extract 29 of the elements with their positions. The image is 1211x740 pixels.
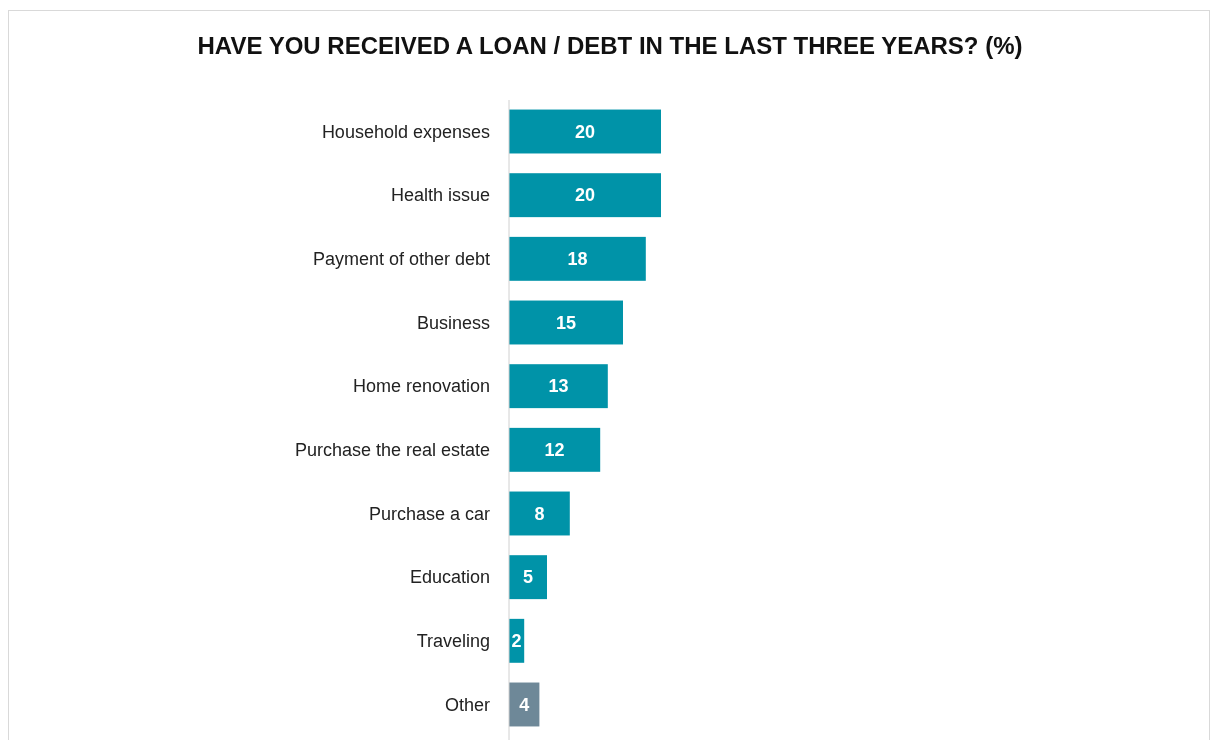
y-tick-label: Traveling (416, 631, 490, 652)
data-label: 15 (555, 312, 577, 333)
y-tick-label: Business (416, 312, 490, 333)
y-tick-label: Purchase a car (368, 503, 490, 524)
chart-title: HAVE YOU RECEIVED A LOAN / DEBT IN THE LAST THREE YEARS? (%) (197, 32, 1023, 59)
data-label: 12 (544, 440, 565, 461)
data-label: 20 (574, 185, 596, 206)
y-tick-label: Household expenses (321, 121, 490, 142)
data-label: 2 (511, 631, 522, 652)
bar (509, 173, 661, 218)
y-tick-label: Health issue (390, 185, 490, 206)
data-label: 5 (522, 567, 534, 588)
bar (509, 491, 570, 536)
y-tick-label: Purchase the real estate (294, 440, 490, 461)
bar (509, 236, 646, 281)
bar (509, 555, 547, 600)
data-label: 20 (574, 121, 596, 142)
y-tick-label: Home renovation (352, 376, 490, 397)
data-label: 8 (534, 503, 545, 524)
bar (509, 300, 623, 345)
bar (509, 364, 608, 409)
y-tick-label: Education (409, 567, 490, 588)
data-label: 4 (519, 694, 530, 715)
bar (509, 427, 601, 472)
bar (509, 109, 661, 154)
data-label: 13 (548, 376, 569, 397)
y-tick-label: Other (444, 694, 490, 715)
data-label: 18 (567, 249, 588, 270)
y-tick-label: Payment of other debt (312, 249, 490, 270)
